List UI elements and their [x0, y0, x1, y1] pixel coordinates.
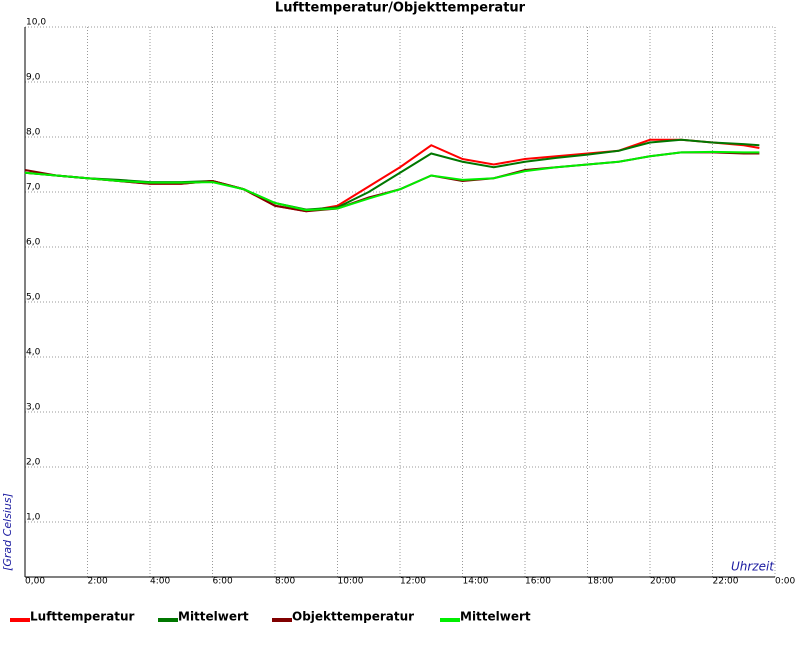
y-tick-label: 9,0: [26, 73, 41, 83]
y-tick-label: 7,0: [26, 183, 41, 193]
x-tick-label: 10:00: [338, 577, 364, 587]
x-tick-label: 8:00: [275, 577, 295, 587]
legend-label: Mittelwert: [460, 610, 531, 624]
y-tick-label: 4,0: [26, 348, 41, 358]
series-line: [24, 150, 760, 212]
x-tick-label: 4:00: [150, 577, 170, 587]
x-tick-label: 2:00: [88, 577, 108, 587]
y-tick-label: 1,0: [26, 513, 41, 523]
y-tick-label: 6,0: [26, 238, 41, 248]
y-tick-label: 2,0: [26, 458, 41, 468]
y-tick-label: 5,0: [26, 293, 41, 303]
chart-title: Lufttemperatur/Objekttemperatur: [275, 1, 526, 16]
x-tick-label: 18:00: [588, 577, 614, 587]
legend-label: Lufttemperatur: [30, 610, 135, 624]
legend-label: Objekttemperatur: [292, 610, 414, 624]
legend-label: Mittelwert: [178, 610, 249, 624]
y-axis-label: [Grad Celsius]: [1, 493, 14, 571]
x-tick-label: 16:00: [525, 577, 551, 587]
x-tick-label: 20:00: [650, 577, 676, 587]
y-tick-label: 8,0: [26, 128, 41, 138]
x-tick-label: 0:00: [775, 577, 795, 587]
x-axis-label: Uhrzeit: [731, 560, 775, 574]
x-tick-label: 14:00: [463, 577, 489, 587]
x-tick-label: 0,00: [25, 577, 45, 587]
x-tick-label: 6:00: [213, 577, 233, 587]
y-tick-label: 10,0: [26, 18, 46, 28]
x-tick-label: 22:00: [713, 577, 739, 587]
x-tick-label: 12:00: [400, 577, 426, 587]
y-tick-label: 3,0: [26, 403, 41, 413]
